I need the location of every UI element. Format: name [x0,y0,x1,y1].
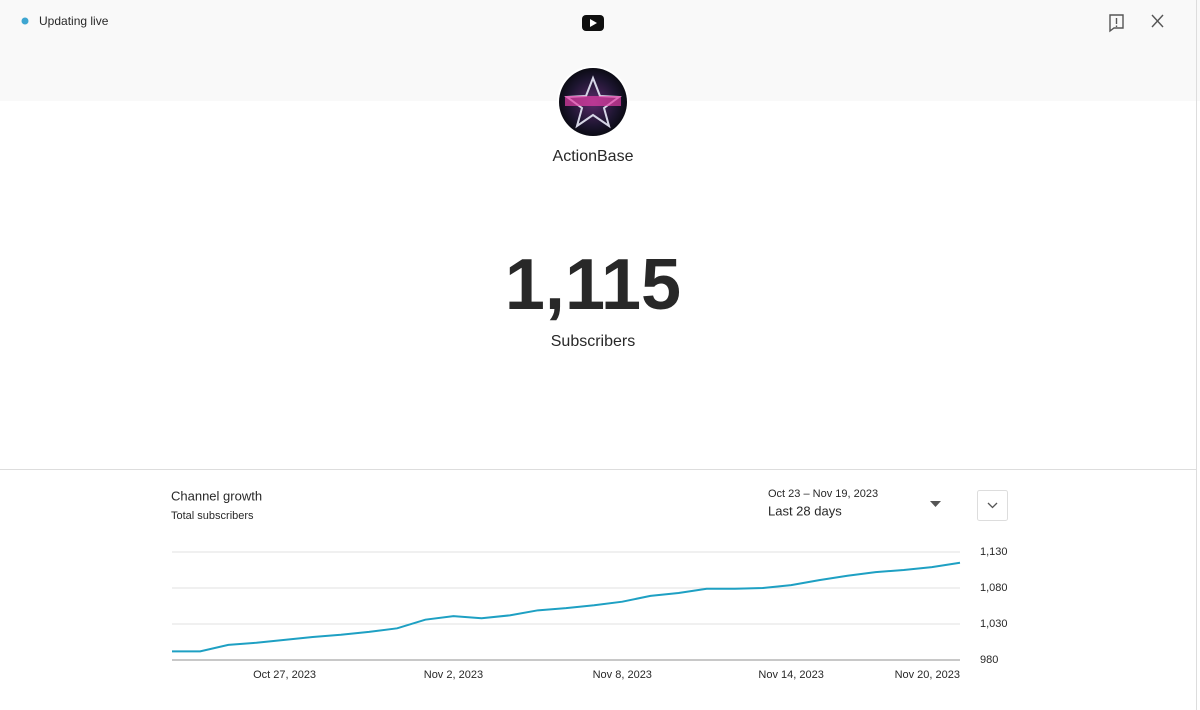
expand-button[interactable] [977,490,1008,521]
feedback-button[interactable] [1109,14,1124,33]
x-tick-label: Oct 27, 2023 [253,669,316,681]
status: Updating live [39,14,109,28]
y-tick-label: 1,030 [980,618,1008,630]
youtube-logo [582,15,604,31]
live-dot [21,17,29,25]
period-selector[interactable]: Oct 23 – Nov 19, 2023 Last 28 days [768,488,941,519]
x-tick-label: Nov 14, 2023 [758,669,823,681]
x-tick-label: Nov 20, 2023 [895,669,960,681]
subscriber-count: 1,115 [505,245,681,325]
series-line [172,561,961,653]
y-tick-label: 1,130 [980,546,1008,558]
channel-name: ActionBase [553,148,634,165]
x-tick-label: Nov 8, 2023 [593,669,652,681]
dropdown-arrow [930,501,941,507]
close-button[interactable] [1151,14,1164,28]
channel-avatar [557,66,629,138]
chart: 980 1,030 1,080 1,130 Oct 27, 2023 Nov 2, 202… [172,546,1008,681]
period: Last 28 days [768,503,842,518]
y-tick-label: 1,080 [980,582,1008,594]
date-range: Oct 23 – Nov 19, 2023 [768,488,878,500]
y-tick-label: 980 [980,654,998,666]
chart-subtitle: Total subscribers [171,510,254,522]
x-tick-label: Nov 2, 2023 [424,669,483,681]
chart-title: Channel growth [171,488,262,503]
subscriber-label: Subscribers [551,333,635,350]
